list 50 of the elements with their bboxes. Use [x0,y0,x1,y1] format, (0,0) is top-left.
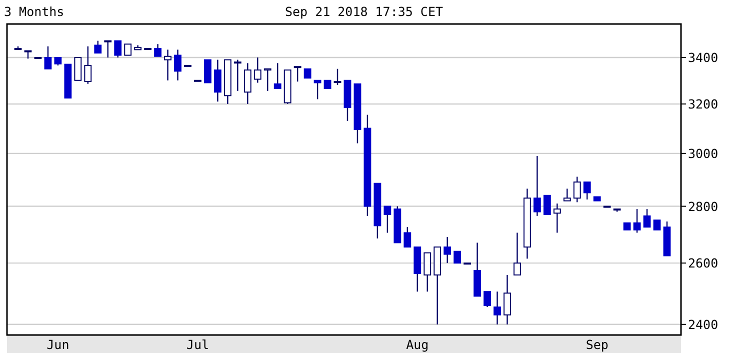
candlestick [553,202,561,234]
candlestick [234,59,242,92]
y-tick-label: 2800 [688,198,718,214]
y-tick-label: 3400 [688,50,718,66]
candlestick [114,40,122,58]
candlestick [404,226,412,248]
candlestick [274,62,282,90]
candlestick [384,206,392,234]
candlestick [543,194,551,216]
candlestick [444,236,452,264]
x-tick-label: Jun [46,337,70,352]
y-tick-label: 2600 [688,256,718,271]
y-tick-label: 2400 [688,316,718,332]
candlestick [484,290,491,308]
candlestick [214,59,222,102]
candlestick [633,208,641,234]
x-tick-label: Jul [186,337,210,352]
candlestick [304,68,312,79]
y-tick-label: 3000 [688,146,718,161]
candlestick [534,155,541,217]
candlestick [74,57,82,81]
candlestick [264,68,272,92]
candlestick [154,44,162,57]
candlestick [104,40,112,58]
candlestick [84,46,92,84]
candlestick [653,220,661,230]
candlestick [583,181,591,200]
chart-subtitle: Sep 21 2018 17:35 CET [284,4,444,19]
candlestick [563,188,571,202]
candlestick [494,290,501,325]
y-tick-label: 3200 [688,96,718,112]
x-tick-label: Aug [406,337,429,352]
candlestick [254,56,262,84]
candlestick [124,44,132,56]
candlestick [244,62,252,105]
candlestick [44,46,52,70]
candlestick [504,274,511,325]
candlestick [643,208,651,228]
candlestick [573,176,581,203]
candlestick [334,68,342,86]
candlestick [174,49,182,81]
candlestick [94,40,102,54]
candlestick [454,250,462,264]
candlestick [294,66,302,82]
candlestick [204,59,212,84]
candlestick [164,49,172,81]
candlestick [424,252,432,292]
x-tick-label: Sep [586,337,608,352]
candlestick [514,232,521,276]
chart-title: 3 Months [4,4,64,19]
